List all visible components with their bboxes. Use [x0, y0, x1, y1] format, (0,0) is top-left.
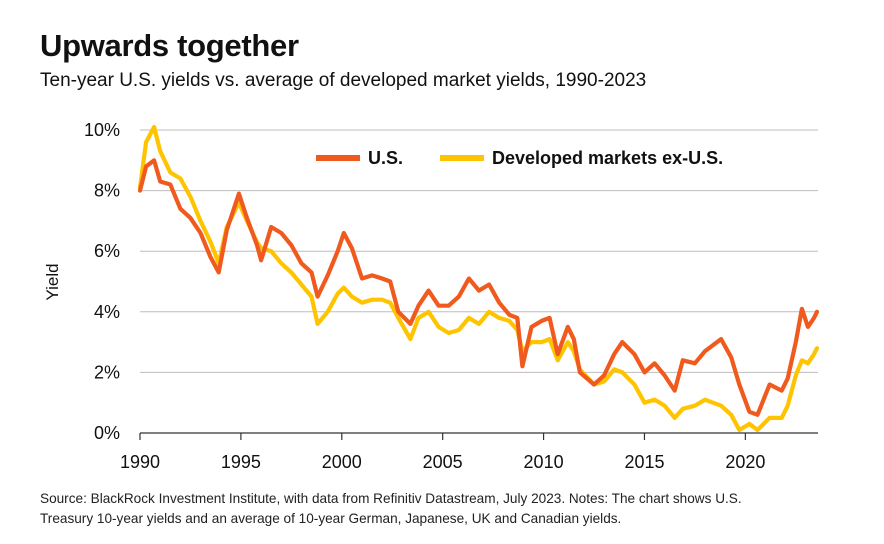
x-tick-label: 2000 — [322, 452, 362, 472]
legend-label-us: U.S. — [368, 148, 403, 168]
y-tick-label: 0% — [94, 423, 120, 443]
series-lines — [137, 124, 820, 433]
source-note-line-2: Treasury 10-year yields and an average o… — [40, 511, 622, 526]
y-tick-label: 10% — [84, 120, 120, 140]
chart-title: Upwards together — [40, 28, 299, 63]
source-note-line-1: Source: BlackRock Investment Institute, … — [40, 491, 742, 506]
x-tick-label: 1995 — [221, 452, 261, 472]
y-tick-label: 2% — [94, 362, 120, 382]
x-tick-label: 1990 — [120, 452, 160, 472]
x-tick-label: 2010 — [524, 452, 564, 472]
gridlines — [140, 129, 818, 373]
series-line-developed-markets — [137, 124, 820, 433]
y-axis-ticks: 0% 2% 4% 6% 8% 10% — [84, 120, 120, 443]
y-tick-label: 6% — [94, 241, 120, 261]
y-axis-label: Yield — [43, 263, 62, 300]
x-tick-label: 2020 — [725, 452, 765, 472]
legend-label-dm: Developed markets ex-U.S. — [492, 148, 723, 168]
y-tick-label: 4% — [94, 302, 120, 322]
chart-subtitle: Ten-year U.S. yields vs. average of deve… — [40, 70, 647, 91]
line-chart: 0% 2% 4% 6% 8% 10% 1990 1995 2000 2005 2010 2015 20… — [43, 120, 820, 472]
series-line-us — [137, 158, 820, 417]
x-axis-ticks: 1990 1995 2000 2005 2010 2015 2020 — [120, 433, 765, 472]
x-tick-label: 2005 — [423, 452, 463, 472]
legend: U.S. Developed markets ex-U.S. — [316, 148, 723, 168]
source-note: Source: BlackRock Investment Institute, … — [40, 489, 860, 529]
y-tick-label: 8% — [94, 181, 120, 201]
x-tick-label: 2015 — [624, 452, 664, 472]
